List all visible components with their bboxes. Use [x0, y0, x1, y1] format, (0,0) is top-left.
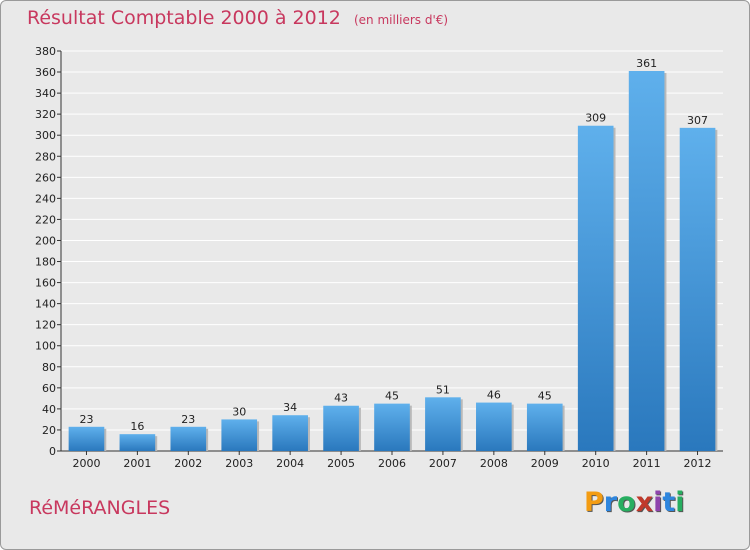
y-tick-label: 20: [42, 424, 56, 437]
y-tick-label: 220: [35, 213, 56, 226]
bar: [476, 402, 512, 451]
logo-letter: x: [635, 487, 654, 518]
x-tick-label: 2008: [480, 457, 508, 470]
title-row: Résultat Comptable 2000 à 2012 (en milli…: [27, 7, 448, 29]
x-tick-label: 2004: [276, 457, 304, 470]
bar-value-label: 361: [636, 57, 657, 70]
bar: [526, 403, 563, 451]
bar-value-label: 46: [487, 389, 501, 402]
bar: [170, 426, 207, 451]
bar: [577, 125, 614, 451]
y-tick-label: 200: [35, 234, 56, 247]
bar-value-label: 23: [181, 413, 195, 426]
bar: [374, 403, 410, 451]
x-tick-label: 2002: [174, 457, 202, 470]
bar-value-label: 34: [283, 401, 297, 414]
bar-value-label: 45: [385, 390, 399, 403]
place-name: RéMéRANGLES: [29, 497, 171, 519]
x-tick-label: 2007: [429, 457, 457, 470]
logo-letter: i: [675, 487, 685, 518]
bar-value-label: 51: [436, 383, 450, 396]
x-tick-label: 2010: [582, 457, 610, 470]
y-tick-label: 340: [35, 87, 56, 100]
bar: [628, 71, 665, 451]
bar-value-label: 43: [334, 392, 348, 405]
bar: [425, 397, 461, 451]
bar: [221, 419, 258, 451]
y-tick-label: 80: [42, 361, 56, 374]
y-tick-label: 320: [35, 108, 56, 121]
chart-title: Résultat Comptable 2000 à 2012: [27, 7, 341, 29]
bar-value-label: 23: [79, 413, 93, 426]
y-tick-label: 300: [35, 129, 56, 142]
y-tick-label: 60: [42, 382, 56, 395]
bar-value-label: 45: [538, 390, 552, 403]
logo-letter: P: [584, 487, 604, 518]
bar-value-label: 309: [585, 112, 606, 125]
bar-value-label: 307: [687, 114, 708, 127]
x-tick-label: 2001: [123, 457, 151, 470]
y-tick-label: 240: [35, 192, 56, 205]
labels: 23 16 23 30 34 43 45 51 46 45 309 361 307: [79, 57, 708, 433]
y-tick-label: 380: [35, 45, 56, 58]
x-tick-label: 2012: [684, 457, 712, 470]
y-tick-label: 120: [35, 319, 56, 332]
y-tick-label: 160: [35, 277, 56, 290]
proxiti-logo: Proxiti: [584, 487, 685, 518]
logo-letter: o: [617, 487, 636, 518]
bar: [679, 127, 716, 451]
y-tick-label: 140: [35, 298, 56, 311]
y-tick-label: 0: [49, 445, 56, 458]
logo-letter: t: [662, 487, 676, 518]
bar: [68, 426, 105, 451]
x-tick-label: 2003: [225, 457, 253, 470]
bar-value-label: 16: [130, 420, 144, 433]
y-tick-label: 360: [35, 66, 56, 79]
y-tick-label: 280: [35, 150, 56, 163]
bar: [119, 434, 156, 451]
x-tick-label: 2006: [378, 457, 406, 470]
bar: [323, 405, 359, 451]
logo-letter: i: [653, 487, 663, 518]
bar-value-label: 30: [232, 405, 246, 418]
bars: [68, 71, 718, 451]
y-tick-label: 100: [35, 340, 56, 353]
x-tick-label: 2009: [531, 457, 559, 470]
y-tick-label: 180: [35, 256, 56, 269]
logo-letter: r: [603, 487, 618, 518]
chart-subtitle: (en milliers d'€): [353, 13, 449, 27]
y-tick-label: 260: [35, 171, 56, 184]
x-tick-label: 2011: [633, 457, 661, 470]
x-tick-label: 2000: [72, 457, 100, 470]
bar: [272, 415, 308, 451]
y-tick-label: 40: [42, 403, 56, 416]
x-tick-label: 2005: [327, 457, 355, 470]
